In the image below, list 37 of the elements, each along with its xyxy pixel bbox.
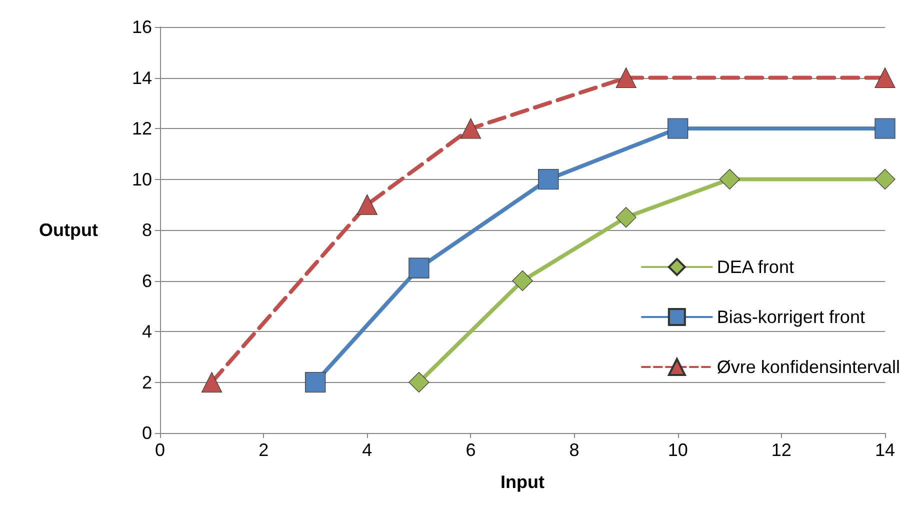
point bbox=[408, 372, 430, 393]
legend-label: Bias-korrigert front bbox=[716, 307, 865, 327]
y-axis-title: Output bbox=[39, 220, 98, 240]
x-tick-label: 8 bbox=[569, 440, 580, 460]
point bbox=[616, 207, 636, 228]
x-tick-label: 12 bbox=[771, 440, 792, 460]
x-tick-label: 4 bbox=[362, 440, 372, 460]
x-axis-title: Input bbox=[500, 472, 544, 492]
point bbox=[408, 258, 430, 278]
y-tick-label: 6 bbox=[142, 270, 152, 291]
point bbox=[616, 67, 636, 88]
x-tick-label: 14 bbox=[874, 440, 896, 460]
point bbox=[356, 194, 378, 215]
legend-label: Øvre konfidensintervall bbox=[716, 357, 900, 377]
point bbox=[874, 168, 896, 190]
x-tick-label: 6 bbox=[466, 440, 476, 460]
y-tick-label: 16 bbox=[132, 17, 152, 37]
point bbox=[668, 118, 688, 139]
y-tick-label: 14 bbox=[132, 68, 152, 88]
point bbox=[512, 270, 533, 292]
point bbox=[874, 118, 896, 139]
point bbox=[460, 118, 482, 139]
point bbox=[201, 372, 222, 393]
point bbox=[538, 168, 559, 190]
y-tick-label: 4 bbox=[142, 322, 152, 342]
point bbox=[719, 168, 740, 190]
point bbox=[874, 67, 896, 88]
y-tick-label: 2 bbox=[142, 372, 152, 392]
y-tick-label: 0 bbox=[142, 423, 152, 443]
y-tick-label: 10 bbox=[132, 169, 152, 190]
legend-label: DEA front bbox=[716, 257, 794, 277]
y-tick-label: 12 bbox=[132, 118, 152, 138]
x-tick-label: 2 bbox=[258, 440, 269, 460]
x-tick-label: 0 bbox=[154, 440, 166, 460]
point bbox=[305, 372, 326, 393]
y-tick-label: 8 bbox=[142, 220, 152, 240]
x-tick-label: 10 bbox=[668, 440, 688, 460]
